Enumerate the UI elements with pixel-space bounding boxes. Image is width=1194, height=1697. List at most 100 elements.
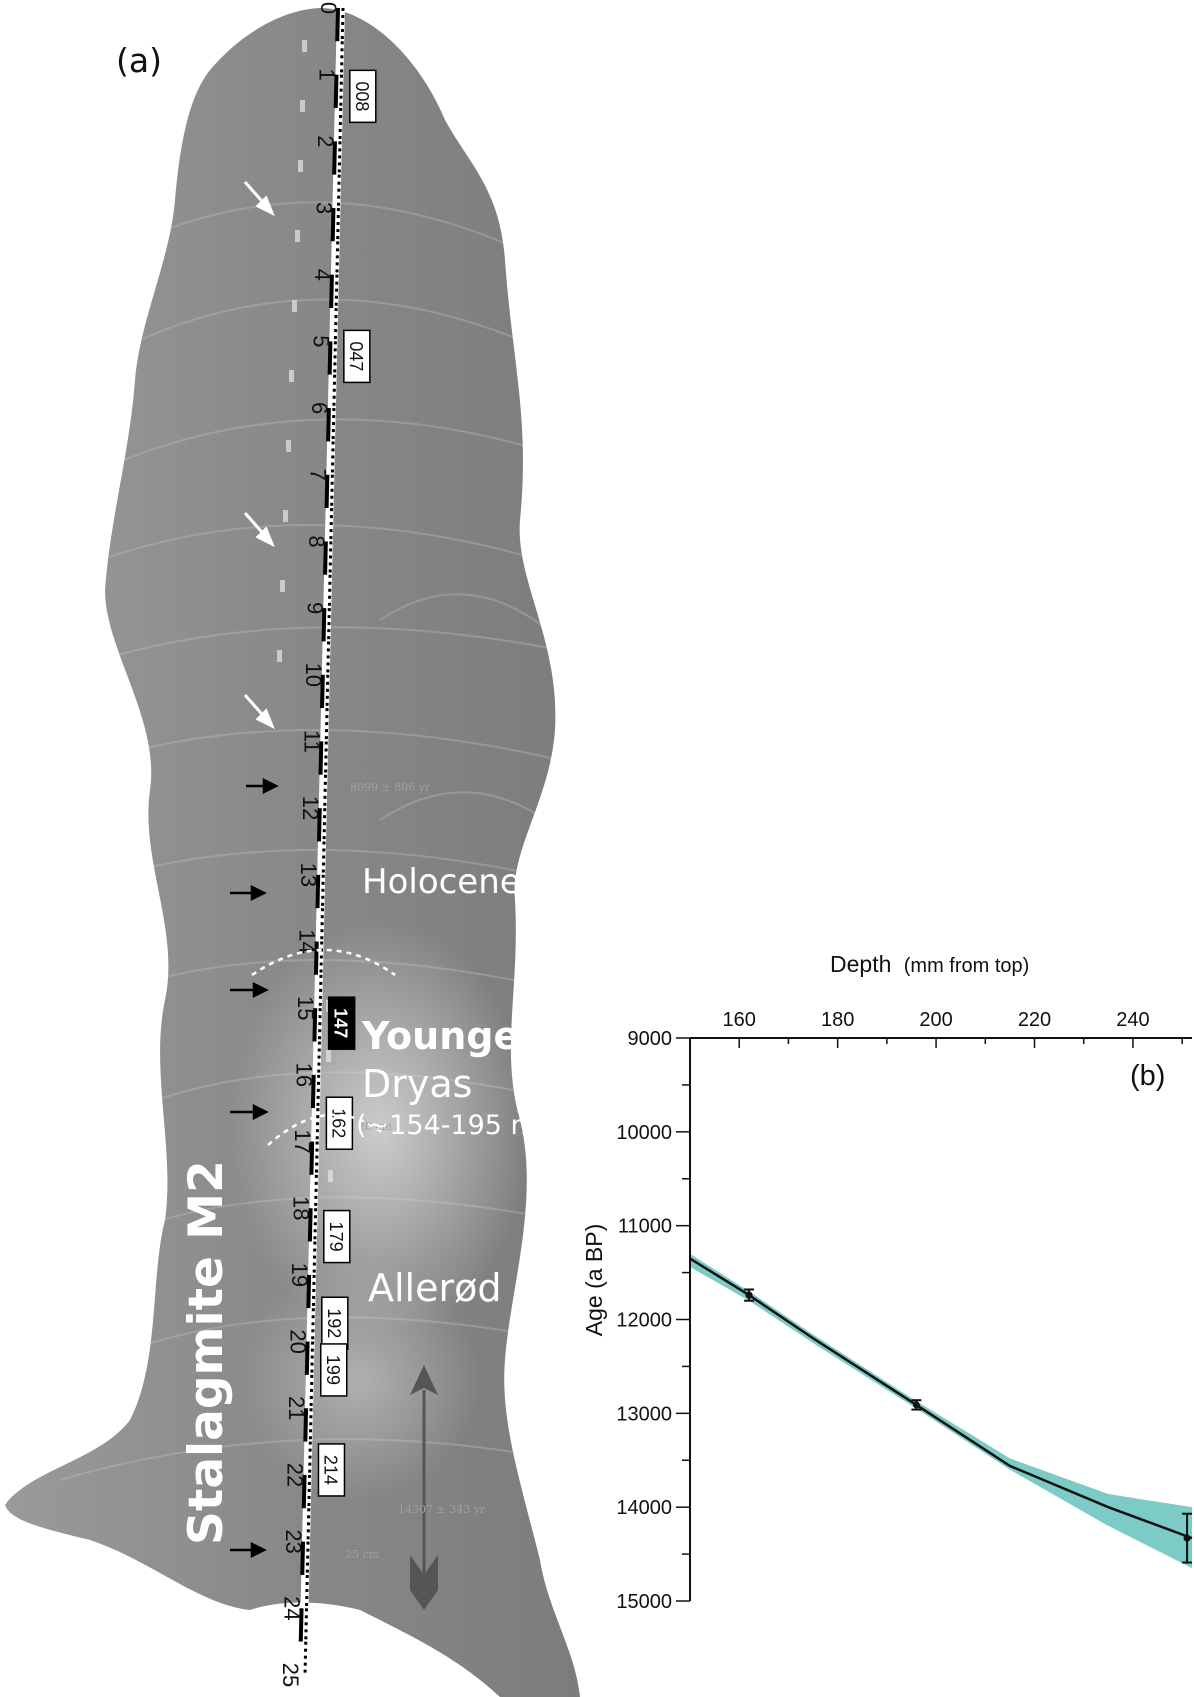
arrow-icon: [243, 181, 275, 217]
scale-segment: [302, 1508, 311, 1542]
scale-segment: [318, 808, 327, 842]
arrow-icon: [230, 981, 269, 999]
scale-segment-dark: [306, 1274, 312, 1309]
scale-segment: [314, 974, 323, 1009]
scale-mm-ticks: [335, 241, 340, 275]
scale-mm-ticks: [317, 1008, 322, 1042]
scale-mm-ticks: [339, 74, 343, 109]
scale-number: 0: [316, 2, 341, 14]
sample-box-label: 192: [324, 1308, 344, 1338]
scale-number: 15: [293, 996, 318, 1020]
scale-number: 23: [281, 1529, 306, 1553]
faint-depth-label: 20 cm: [358, 1120, 393, 1133]
uncertainty-band: [690, 1253, 1192, 1569]
sample-box-label: 214: [320, 1455, 340, 1485]
y-tick-label: 15000: [616, 1591, 672, 1613]
scale-segment: [332, 174, 342, 209]
scale-segment: [314, 941, 324, 975]
sample-box-label: 147: [331, 1008, 351, 1038]
scale-mm-ticks: [333, 341, 337, 375]
scale-number: 10: [301, 663, 326, 687]
scale-segment: [329, 307, 339, 342]
scale-number: 3: [311, 202, 336, 214]
scale-mm-ticks: [336, 208, 340, 242]
scale-segment-dark: [312, 1008, 318, 1042]
scale-segment: [330, 241, 340, 275]
scale-mm-ticks: [334, 274, 339, 309]
scale-segment-dark: [303, 1408, 309, 1442]
x-tick-label: 160: [723, 1009, 756, 1031]
scale-segment-dark: [315, 874, 321, 909]
scale-mm-ticks: [337, 141, 342, 175]
scale-segment: [300, 1574, 310, 1609]
scale-segment: [303, 1441, 313, 1476]
scale-mm-ticks: [316, 1074, 321, 1109]
scale-mm-ticks: [327, 608, 331, 642]
x-axis-title: Depth (mm from top): [830, 951, 1029, 977]
scale-number: 22: [283, 1463, 308, 1487]
scale-segment: [325, 474, 335, 509]
depth-scale-bar: [298, 7, 345, 1676]
scale-segment-dark: [317, 808, 322, 842]
scale-number: 19: [287, 1263, 312, 1287]
arrow-icon: [230, 1103, 269, 1121]
scale-segment: [312, 1041, 322, 1075]
scale-segment: [330, 274, 339, 309]
black-arrows: [230, 777, 279, 1559]
younger-dryas-label-1: Younger: [361, 1014, 538, 1058]
y-tick-label: 14000: [616, 1497, 672, 1519]
sample-box-label: 008: [352, 81, 372, 111]
scale-segment-dark: [300, 1541, 306, 1576]
arrow-icon: [230, 884, 267, 902]
scale-segment: [335, 41, 345, 75]
scale-mm-ticks: [333, 308, 338, 342]
scale-mm-ticks: [313, 1208, 318, 1242]
panel-a-label: (a): [116, 41, 162, 80]
scale-mm-ticks: [324, 741, 328, 775]
scale-segment-dark: [332, 141, 337, 175]
uncertainty-band-area: [690, 1253, 1192, 1569]
scale-segment-dark: [313, 941, 319, 975]
scale-segment: [322, 608, 332, 642]
scale-number: 25: [278, 1663, 303, 1687]
sample-box: 008: [349, 69, 377, 124]
scale-segment: [326, 441, 336, 475]
scale-segment: [305, 1341, 315, 1376]
scale-number: 7: [305, 469, 330, 481]
scale-segment: [307, 1274, 317, 1309]
scale-number: 24: [280, 1596, 305, 1620]
scale-number: 8: [304, 535, 329, 547]
scale-number: 11: [299, 730, 324, 753]
scale-mm-ticks: [329, 508, 334, 542]
scale-segment-dark: [335, 7, 340, 42]
scale-segment: [301, 1541, 311, 1576]
x-tick-label: 240: [1116, 1009, 1149, 1031]
y-axis-title: Age (a BP): [581, 1224, 607, 1337]
scale-segment-dark: [320, 674, 325, 709]
scale-mm-ticks: [322, 808, 327, 842]
scale-segment-dark: [330, 207, 336, 242]
sample-box-label: 179: [326, 1222, 346, 1252]
scale-segment: [331, 207, 341, 242]
scale-mm-ticks: [308, 1408, 313, 1442]
scale-segment: [315, 908, 325, 942]
scale-number: 21: [284, 1396, 309, 1420]
scale-segment: [333, 141, 342, 175]
scale-segment: [321, 641, 331, 675]
scale-segment: [316, 874, 326, 909]
faint-age-label: 8099 ± 806 yr: [350, 781, 431, 794]
scale-segment: [333, 107, 343, 142]
scale-mm-ticks: [331, 408, 336, 442]
scale-number: 5: [308, 335, 333, 347]
sample-box: 192: [321, 1296, 349, 1351]
scale-segment-dark: [333, 74, 339, 109]
scale-segment: [299, 1641, 308, 1676]
scale-segment-dark: [304, 1341, 310, 1375]
scale-mm-ticks: [320, 874, 325, 909]
scale-segment-dark: [321, 608, 327, 642]
y-tick-label: 10000: [616, 1122, 672, 1144]
x-tick-label: 200: [919, 1009, 952, 1031]
scale-number: 16: [292, 1063, 317, 1087]
scale-segment: [327, 374, 337, 409]
